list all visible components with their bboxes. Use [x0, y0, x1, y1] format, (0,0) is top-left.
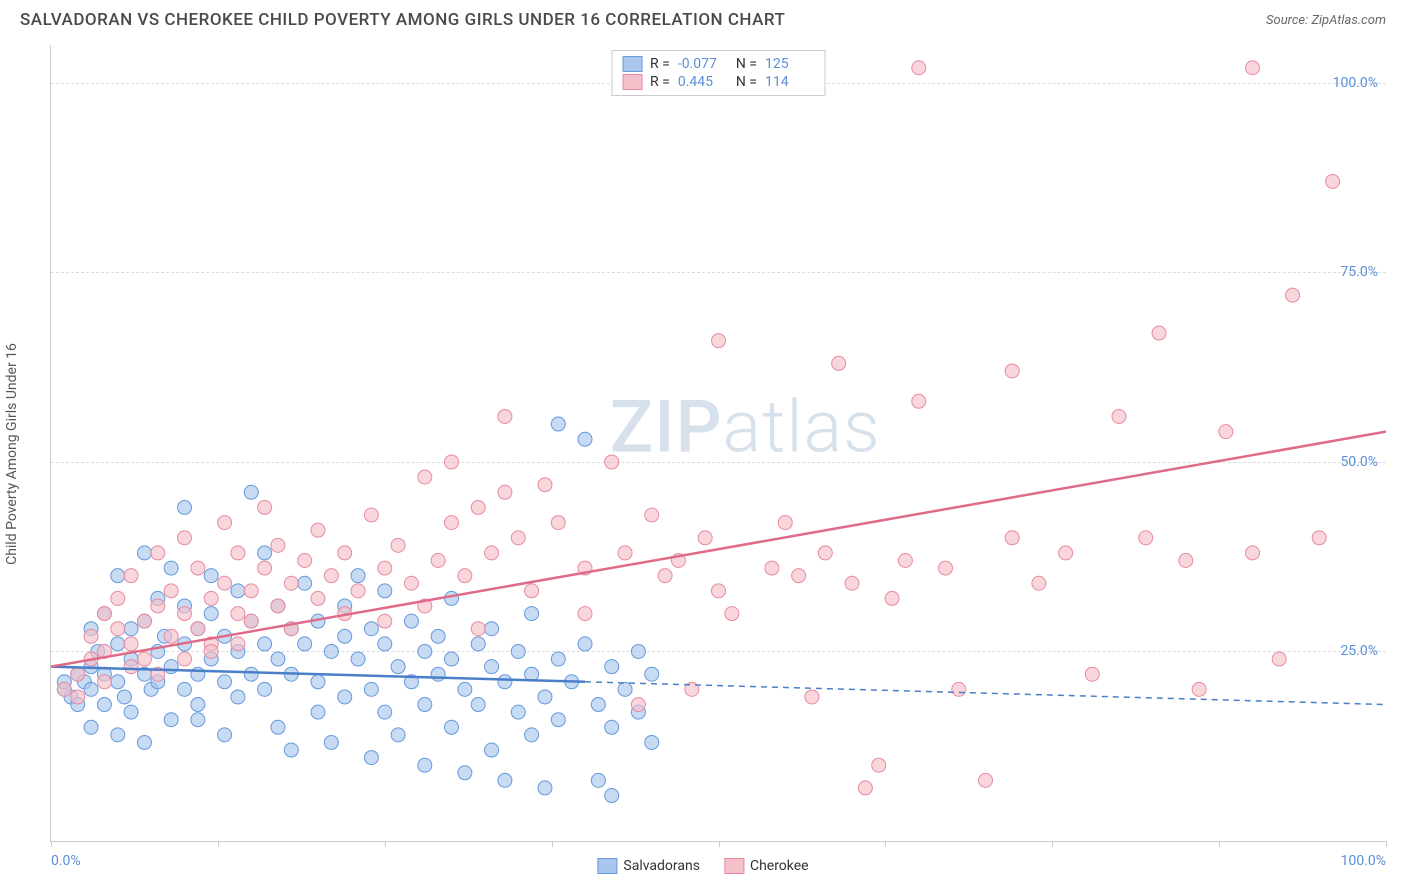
n-value-cherokee: 114: [765, 74, 815, 90]
x-tick: [719, 841, 720, 847]
legend-label-salvadorans: Salvadorans: [623, 858, 700, 874]
scatter-svg: [51, 45, 1386, 841]
chart-header: SALVADORAN VS CHEROKEE CHILD POVERTY AMO…: [0, 0, 1406, 30]
stats-legend-box: R = -0.077 N = 125 R = 0.445 N = 114: [611, 50, 826, 96]
legend-swatch-cherokee: [724, 858, 744, 874]
legend-label-cherokee: Cherokee: [750, 858, 809, 874]
y-axis-label: Child Poverty Among Girls Under 16: [4, 343, 20, 565]
swatch-cherokee: [622, 74, 642, 90]
x-tick: [1052, 841, 1053, 847]
r-label: R =: [650, 74, 670, 90]
x-axis-min-label: 0.0%: [51, 853, 81, 869]
r-label: R =: [650, 56, 670, 72]
x-axis-max-label: 100.0%: [1341, 853, 1386, 869]
n-label: N =: [736, 56, 757, 72]
legend-item-salvadorans: Salvadorans: [597, 858, 700, 874]
legend-item-cherokee: Cherokee: [724, 858, 809, 874]
r-value-cherokee: 0.445: [678, 74, 728, 90]
source-name: ZipAtlas.com: [1311, 13, 1386, 28]
stats-row-salvadorans: R = -0.077 N = 125: [622, 55, 815, 73]
x-tick: [885, 841, 886, 847]
x-tick: [385, 841, 386, 847]
n-label: N =: [736, 74, 757, 90]
chart-title: SALVADORAN VS CHEROKEE CHILD POVERTY AMO…: [20, 10, 785, 30]
bottom-legend: Salvadorans Cherokee: [597, 858, 808, 874]
x-tick: [1386, 841, 1387, 847]
n-value-salvadorans: 125: [765, 56, 815, 72]
x-tick: [51, 841, 52, 847]
source-prefix: Source:: [1266, 13, 1311, 28]
swatch-salvadorans: [622, 56, 642, 72]
stats-row-cherokee: R = 0.445 N = 114: [622, 73, 815, 91]
chart-plot-area: R = -0.077 N = 125 R = 0.445 N = 114 ZIP…: [50, 45, 1386, 842]
x-tick: [1219, 841, 1220, 847]
legend-swatch-salvadorans: [597, 858, 617, 874]
r-value-salvadorans: -0.077: [678, 56, 728, 72]
source-attribution: Source: ZipAtlas.com: [1266, 13, 1386, 28]
x-tick: [218, 841, 219, 847]
x-tick: [552, 841, 553, 847]
